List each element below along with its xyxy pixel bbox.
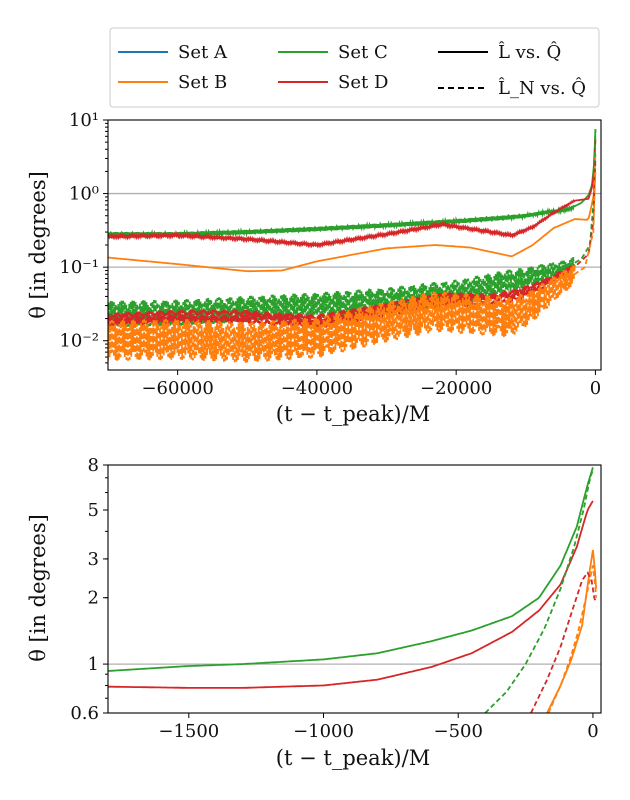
top-series-group <box>108 129 597 363</box>
bottom-panel: (t − t_peak)/M θ [in degrees] −1500 −1000… <box>26 455 602 770</box>
bottom-series-group <box>108 467 598 713</box>
bottom-axes-frame <box>107 464 602 714</box>
legend-label-set-c: Set C <box>338 42 388 63</box>
bottom-xtick-label: −1000 <box>293 721 354 742</box>
bottom-series-set-d-dashed <box>530 571 597 713</box>
top-xlabel: (t − t_peak)/M <box>276 402 430 426</box>
bottom-xtick-label: 0 <box>587 721 598 742</box>
bottom-series-set-c-dashed <box>484 469 594 713</box>
top-series-set-c-solid <box>108 129 597 240</box>
legend-label-set-a: Set A <box>178 42 228 63</box>
top-ytick-label: 10⁰ <box>69 184 99 205</box>
top-xtick-label: −60000 <box>141 378 213 399</box>
bottom-xlabel: (t − t_peak)/M <box>276 746 430 770</box>
top-ylabel: θ [in degrees] <box>26 171 50 319</box>
bottom-series-set-d-solid <box>108 500 594 689</box>
top-xtick-label: 0 <box>590 378 601 399</box>
top-xtick-label: −40000 <box>281 378 353 399</box>
legend-label-set-d: Set D <box>338 72 388 93</box>
legend-label-ln-vs-q: L̂_N vs. Q̂ <box>498 77 586 99</box>
bottom-ytick-label: 5 <box>88 500 99 521</box>
bottom-ytick-label: 1 <box>88 654 99 675</box>
bottom-ytick-label: 8 <box>88 455 99 476</box>
top-ytick-label: 10¹ <box>69 110 99 131</box>
top-xtick-label: −20000 <box>420 378 492 399</box>
bottom-xtick-label: −500 <box>433 721 482 742</box>
bottom-ylabel: θ [in degrees] <box>26 514 50 662</box>
bottom-ytick-label: 2 <box>88 588 99 609</box>
top-series-set-d-dashed <box>108 158 597 330</box>
bottom-series-set-c-solid <box>108 467 594 672</box>
top-series-set-b-solid <box>108 153 597 273</box>
top-ytick-label: 10⁻¹ <box>59 257 99 278</box>
bottom-xtick-label: −1500 <box>158 721 219 742</box>
top-panel: (t − t_peak)/M θ [in degrees] −60000 −400… <box>26 110 602 426</box>
legend: Set A Set B Set C Set D L̂ vs. Q̂ L̂_N v… <box>109 27 600 108</box>
legend-label-l-vs-q: L̂ vs. Q̂ <box>498 41 561 63</box>
top-series-set-d-solid <box>108 139 597 249</box>
top-series-set-b-dashed <box>108 168 597 363</box>
top-ytick-label: 10⁻² <box>59 331 99 352</box>
bottom-ytick-label: 3 <box>88 549 99 570</box>
legend-label-set-b: Set B <box>178 72 227 93</box>
bottom-series-set-b-dashed <box>547 565 598 713</box>
bottom-ytick-label: 0.6 <box>70 703 99 724</box>
